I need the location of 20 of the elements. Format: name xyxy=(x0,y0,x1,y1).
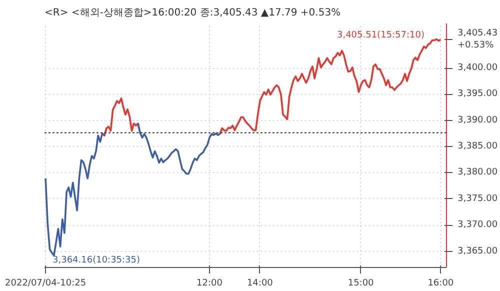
y-tick-label: 3,375.00 xyxy=(458,194,498,204)
y-tick-label: 3,385.00 xyxy=(458,142,498,152)
x-tick-label: 12:00 xyxy=(196,278,223,288)
y-tick-label: 3,395.00 xyxy=(458,89,498,100)
line-series xyxy=(137,122,223,175)
x-tick-label: 15:00 xyxy=(348,278,374,288)
y-tick-label: 3,400.00 xyxy=(458,63,498,74)
y-tick-label: 3,365.00 xyxy=(458,246,498,256)
chart-title: <R> <해외-상해종합>16:00:20 종:3,405.43 ▲17.79 +0.53% xyxy=(44,8,341,18)
text: 3,405.43 +0.53% xyxy=(458,28,498,51)
x-tick-label: 16:00 xyxy=(428,278,454,288)
annotation: 3,364.16(10:35:35) xyxy=(52,256,140,266)
x-tick-label: 2022/07/04-10:25 xyxy=(5,278,86,288)
y-tick-label: 3,370.00 xyxy=(458,220,498,230)
y-tick-label: 3,390.00 xyxy=(458,115,498,126)
line-series xyxy=(219,38,442,135)
y-tick-label: 3,380.00 xyxy=(458,168,498,178)
annotation: 3,405.51(15:57:10) xyxy=(336,30,425,40)
x-tick-label: 14:00 xyxy=(246,278,274,288)
line-series xyxy=(104,97,142,136)
